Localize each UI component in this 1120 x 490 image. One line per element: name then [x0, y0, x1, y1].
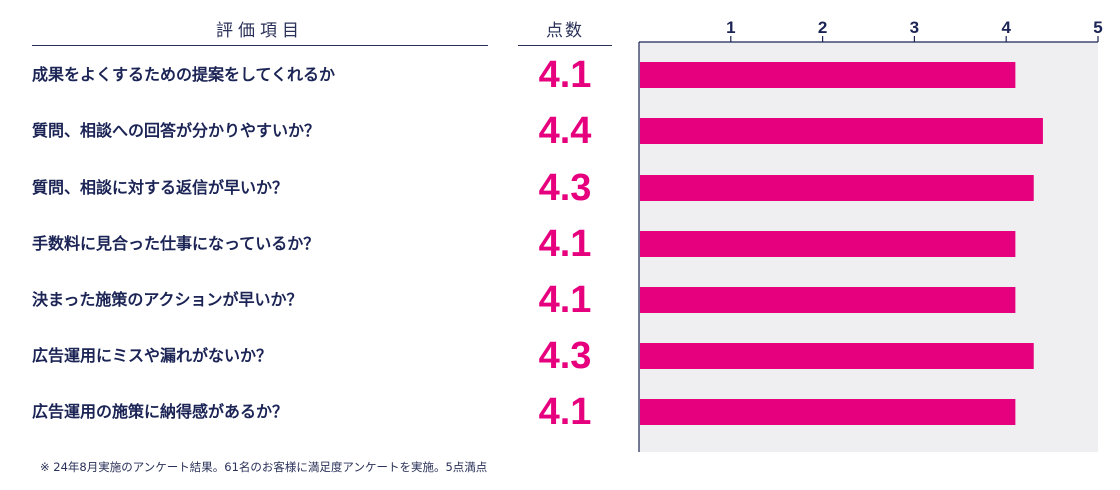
bar [640, 175, 1034, 201]
survey-item-label: 広告運用の施策に納得感があるか？ [32, 402, 289, 421]
bar [640, 399, 1016, 425]
bar [640, 343, 1034, 369]
header-item-label: 評価項目 [216, 21, 304, 41]
survey-item-label: 手数料に見合った仕事になっているか？ [32, 234, 320, 253]
header-item-rule [32, 45, 488, 46]
bar [640, 231, 1016, 257]
survey-item-score: 4.3 [538, 335, 592, 377]
header-score-rule [518, 45, 612, 46]
bar [640, 287, 1016, 313]
x-tick-label: 2 [818, 18, 827, 37]
header-score-label: 点数 [546, 21, 584, 41]
survey-item-score: 4.1 [538, 223, 592, 265]
survey-item-label: 質問、相談への回答が分かりやすいか？ [32, 121, 321, 140]
survey-item-label: 質問、相談に対する返信が早いか？ [32, 178, 289, 197]
survey-item-score: 4.1 [538, 391, 592, 433]
survey-item-label: 決まった施策のアクションが早いか？ [32, 290, 303, 309]
x-tick-label: 3 [910, 18, 919, 37]
x-tick-label: 1 [726, 18, 735, 37]
survey-item-score: 4.1 [538, 279, 592, 321]
survey-item-label: 成果をよくするための提案をしてくれるか [32, 65, 336, 84]
x-tick-label: 4 [1001, 18, 1011, 37]
x-tick-label: 5 [1093, 18, 1102, 37]
bar [640, 118, 1043, 144]
footnote: ※ 24年8月実施のアンケート結果。61名のお客様に満足度アンケートを実施。5点… [40, 460, 488, 474]
survey-item-score: 4.4 [538, 110, 592, 152]
survey-item-score: 4.3 [538, 167, 592, 209]
bar [640, 62, 1016, 88]
survey-item-label: 広告運用にミスや漏れがないか？ [32, 346, 273, 365]
survey-item-score: 4.1 [538, 54, 592, 96]
